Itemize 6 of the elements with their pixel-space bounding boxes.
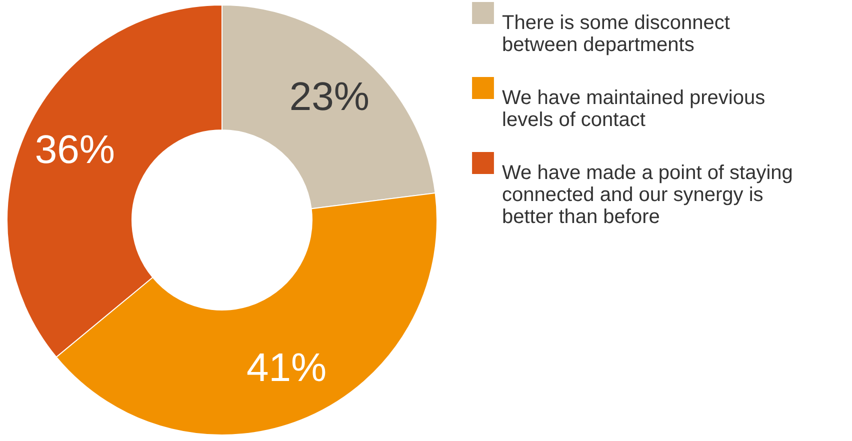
legend-label: There is some disconnect between departments bbox=[502, 12, 730, 56]
data-label: 23% bbox=[289, 75, 370, 120]
legend-label: We have made a point of staying connected and our synergy is better than before bbox=[502, 162, 793, 228]
legend-label: We have maintained previous levels of contact bbox=[502, 87, 766, 131]
data-label: 41% bbox=[246, 346, 327, 390]
data-label: 36% bbox=[34, 128, 115, 172]
